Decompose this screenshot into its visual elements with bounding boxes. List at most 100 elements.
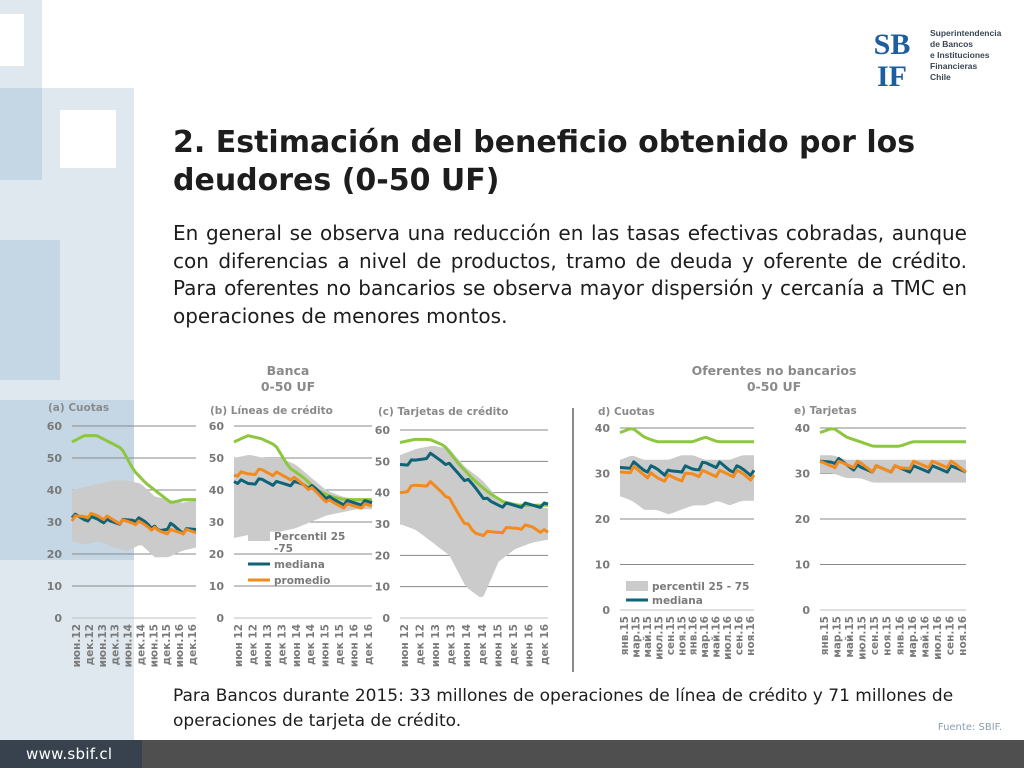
- x-tick-label: июн 15: [492, 624, 504, 667]
- chart-c-tarjetas-credito: (c) Tarjetas de crédito 0 10 20 30 40 50 60 июн …: [368, 398, 551, 676]
- x-tick-label: июл.15: [653, 616, 665, 660]
- logo-text: Superintendencia de Bancos e Institucion…: [930, 28, 1001, 83]
- x-tick-label: июн.14: [123, 624, 135, 667]
- slide-title: 2. Estimación del beneficio obtenido por…: [173, 125, 916, 198]
- x-tick-label: июн 13: [262, 624, 274, 667]
- nb-section-title: Oferentes no bancarios 0-50 UF: [664, 363, 884, 395]
- chart-e-tarjetas: e) Tarjetas 0 10 20 30 40 янв.15 мар.15 май.15 ию…: [784, 398, 969, 676]
- percentile-band: [400, 445, 548, 598]
- x-tick-label: янв.16: [894, 616, 906, 655]
- decor-stripe-bottom: [0, 560, 134, 740]
- x-tick-label: дек.14: [135, 624, 147, 665]
- decor-block-frame-inner: [60, 110, 116, 168]
- chart-d-cuotas: d) Cuotas 0 10 20 30 40 янв.15 мар.15 май.15 июл.…: [584, 398, 764, 676]
- nb-range: 0-50 UF: [746, 379, 802, 394]
- x-tick-label: янв.15: [619, 616, 631, 655]
- x-tick-label: дек 15: [334, 624, 346, 665]
- x-tick-label: июн 14: [291, 624, 303, 667]
- x-tick-label: дек.12: [84, 624, 96, 665]
- chart-e-title: e) Tarjetas: [794, 405, 857, 417]
- x-tick-label: май.16: [711, 616, 723, 658]
- x-tick-label: июн.12: [71, 624, 83, 667]
- y-tick-label: 50: [209, 452, 225, 465]
- x-tick-label: июн.15: [148, 624, 160, 667]
- footer-url-link[interactable]: www.sbif.cl: [26, 745, 113, 763]
- y-tick-label: 10: [795, 559, 811, 572]
- y-tick-label: 40: [795, 422, 811, 435]
- y-tick-label: 20: [795, 513, 811, 526]
- x-tick-label: май.15: [642, 616, 654, 658]
- x-tick-label: дек 16: [539, 624, 551, 665]
- x-tick-label: сен.15: [665, 616, 677, 655]
- legend-label: Percentil 25 -75: [274, 531, 345, 555]
- series-line-tmc: [619, 427, 754, 444]
- chart-d-title: d) Cuotas: [598, 406, 655, 418]
- legend-label: mediana: [274, 559, 325, 571]
- source-note: Fuente: SBIF.: [937, 722, 1002, 733]
- x-tick-label: июн 12: [399, 624, 411, 667]
- x-tick-label: июн.16: [174, 624, 186, 667]
- footer-logo-block: [0, 740, 142, 768]
- series-line-promedio: [619, 464, 756, 483]
- legend-label-line: Percentil 25: [274, 531, 345, 543]
- series-line-mediana: [619, 460, 756, 477]
- x-tick-label: сен.16: [734, 616, 746, 655]
- logo-line: de Bancos: [930, 39, 973, 49]
- logo-line: e Instituciones: [930, 50, 990, 60]
- x-tick-label: ноя.15: [882, 616, 894, 656]
- x-tick-label: мар.15: [832, 616, 844, 658]
- legend-label: promedio: [274, 575, 330, 587]
- x-tick-label: июн 15: [320, 624, 332, 667]
- chart-b-lineas-credito: (b) Líneas de crédito 0 10 20 30 40 50 60 июн 12…: [200, 398, 380, 676]
- logo-line: Superintendencia: [930, 28, 1002, 38]
- x-tick-label: мар.16: [699, 616, 711, 658]
- x-tick-label: июн 13: [430, 624, 442, 667]
- chart-a-title: (a) Cuotas: [48, 402, 109, 414]
- y-tick-label: 10: [375, 581, 391, 594]
- y-tick-label: 60: [375, 424, 391, 437]
- x-tick-label: дек 12: [415, 624, 427, 665]
- series-line-promedio: [819, 459, 967, 474]
- x-tick-label: мар.15: [630, 616, 642, 658]
- logo-line: Financieras: [930, 61, 978, 71]
- x-tick-label: сен.15: [869, 616, 881, 655]
- y-tick-label: 60: [209, 420, 225, 433]
- y-tick-label: 50: [47, 452, 63, 465]
- x-tick-label: сен.16: [944, 616, 956, 655]
- footer-bar: www.sbif.cl: [0, 740, 1024, 768]
- x-tick-label: ноя.16: [745, 616, 757, 656]
- chart-b-title: (b) Líneas de crédito: [210, 405, 333, 417]
- y-tick-label: 20: [209, 548, 225, 561]
- y-tick-label: 0: [54, 612, 62, 625]
- x-tick-label: дек 13: [446, 624, 458, 665]
- logo-mark-bottom: IF: [877, 60, 907, 88]
- y-tick-label: 50: [375, 455, 391, 468]
- y-tick-label: 10: [47, 580, 63, 593]
- x-tick-label: дек.15: [161, 624, 173, 665]
- y-tick-label: 20: [47, 548, 63, 561]
- y-tick-label: 0: [602, 604, 610, 617]
- legend-label: mediana: [652, 595, 703, 607]
- x-tick-label: мар.16: [907, 616, 919, 658]
- x-tick-label: июн 14: [461, 624, 473, 667]
- y-tick-label: 40: [595, 422, 611, 435]
- legend-label-line: -75: [274, 543, 293, 555]
- x-tick-label: июн.13: [97, 624, 109, 667]
- decor-stripe-inner: [0, 240, 60, 380]
- banca-range: 0-50 UF: [260, 379, 316, 394]
- chart-b-svg: (b) Líneas de crédito 0 10 20 30 40 50 60 июн 12…: [209, 405, 375, 667]
- series-line-promedio: [233, 467, 373, 510]
- y-tick-label: 30: [795, 468, 811, 481]
- logo-mark-top: SB: [874, 28, 911, 61]
- x-tick-label: дек 14: [477, 624, 489, 665]
- x-tick-label: ноя.15: [676, 616, 688, 656]
- x-tick-label: дек 16: [363, 624, 375, 665]
- series-line-mediana: [70, 512, 197, 536]
- x-tick-label: янв.15: [819, 616, 831, 655]
- series-line-promedio: [70, 511, 197, 536]
- x-tick-label: июн 12: [233, 624, 245, 667]
- x-tick-label: дек.13: [110, 624, 122, 665]
- x-tick-label: дек 15: [508, 624, 520, 665]
